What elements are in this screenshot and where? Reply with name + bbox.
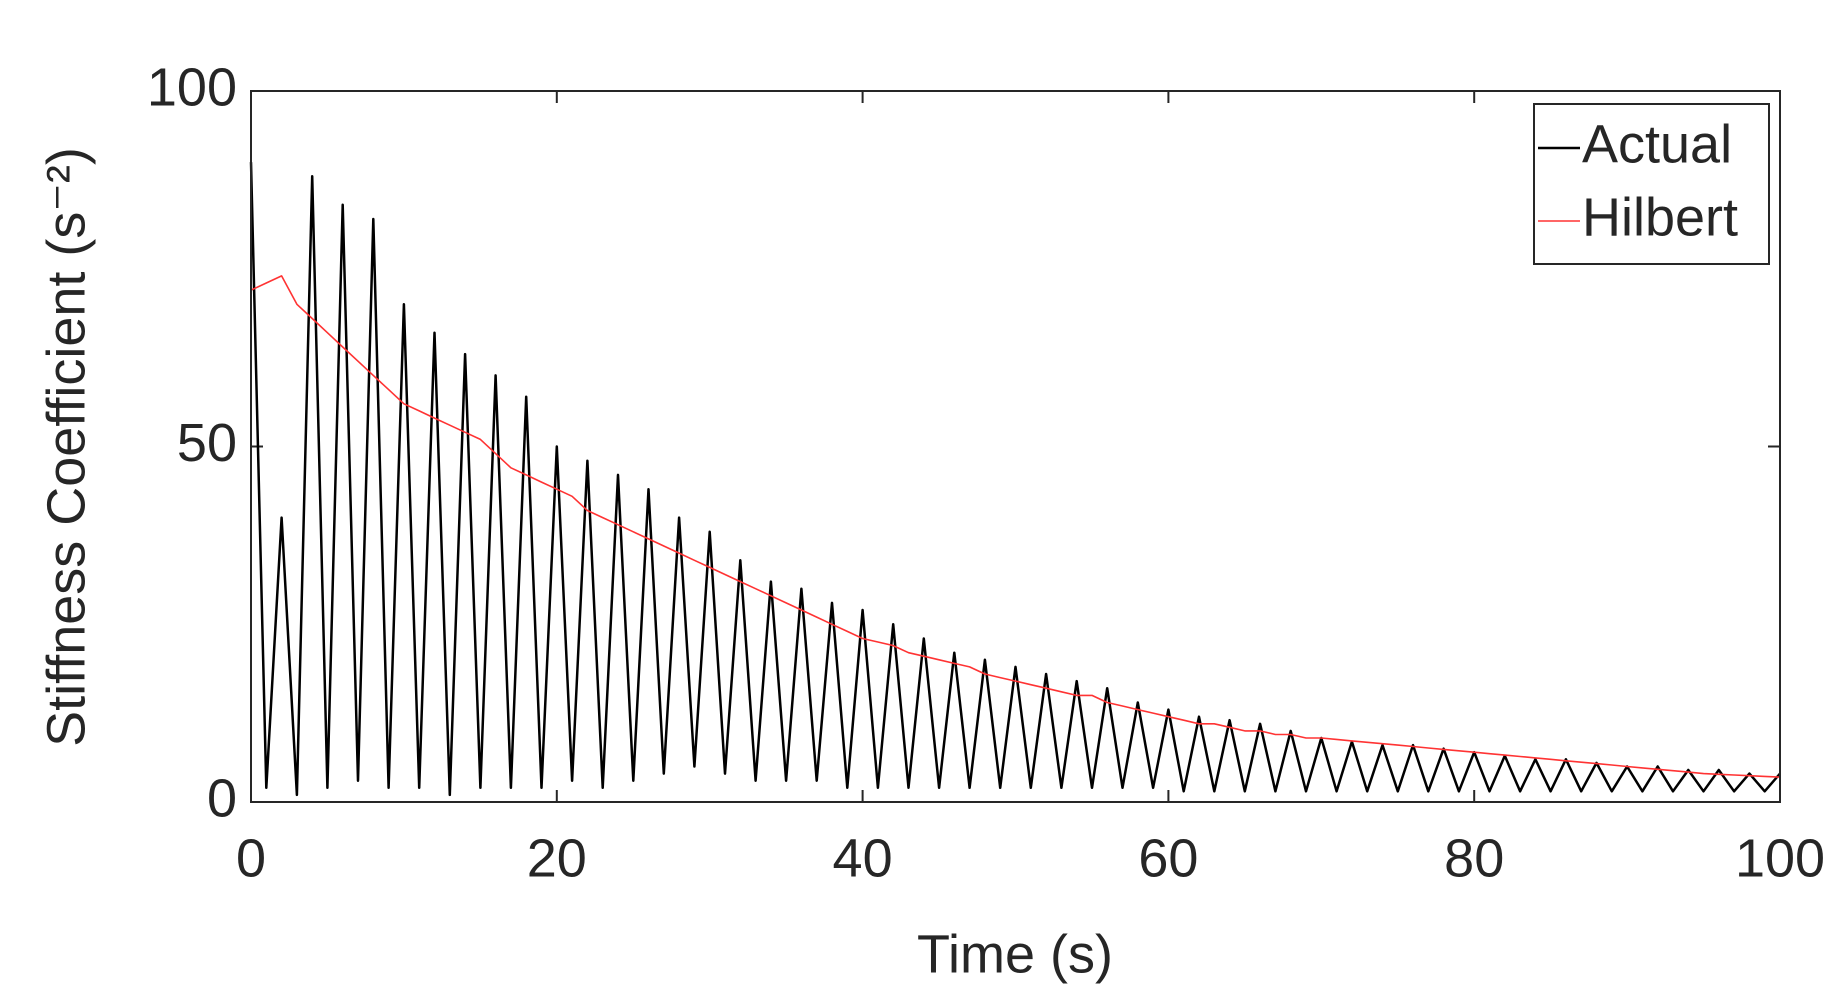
x-tick-label: 60 bbox=[1138, 828, 1198, 888]
legend-label: Hilbert bbox=[1582, 187, 1738, 247]
x-tick-label: 40 bbox=[833, 828, 893, 888]
y-tick-label: 0 bbox=[207, 768, 237, 828]
data-line bbox=[250, 275, 1781, 778]
x-tick-label: 0 bbox=[236, 828, 266, 888]
y-tick-label: 50 bbox=[177, 413, 237, 473]
plot-frame bbox=[250, 90, 1781, 803]
x-tick-label: 100 bbox=[1735, 828, 1825, 888]
x-axis-label: Time (s) bbox=[917, 924, 1113, 984]
y-axis-label: Stiffness Coefficient (s⁻²) bbox=[36, 147, 96, 747]
y-tick-label: 100 bbox=[147, 57, 237, 117]
x-tick-label: 20 bbox=[527, 828, 587, 888]
legend-box bbox=[1533, 103, 1770, 265]
x-tick-label: 80 bbox=[1444, 828, 1504, 888]
legend-label: Actual bbox=[1582, 114, 1732, 174]
data-line bbox=[249, 162, 1781, 797]
